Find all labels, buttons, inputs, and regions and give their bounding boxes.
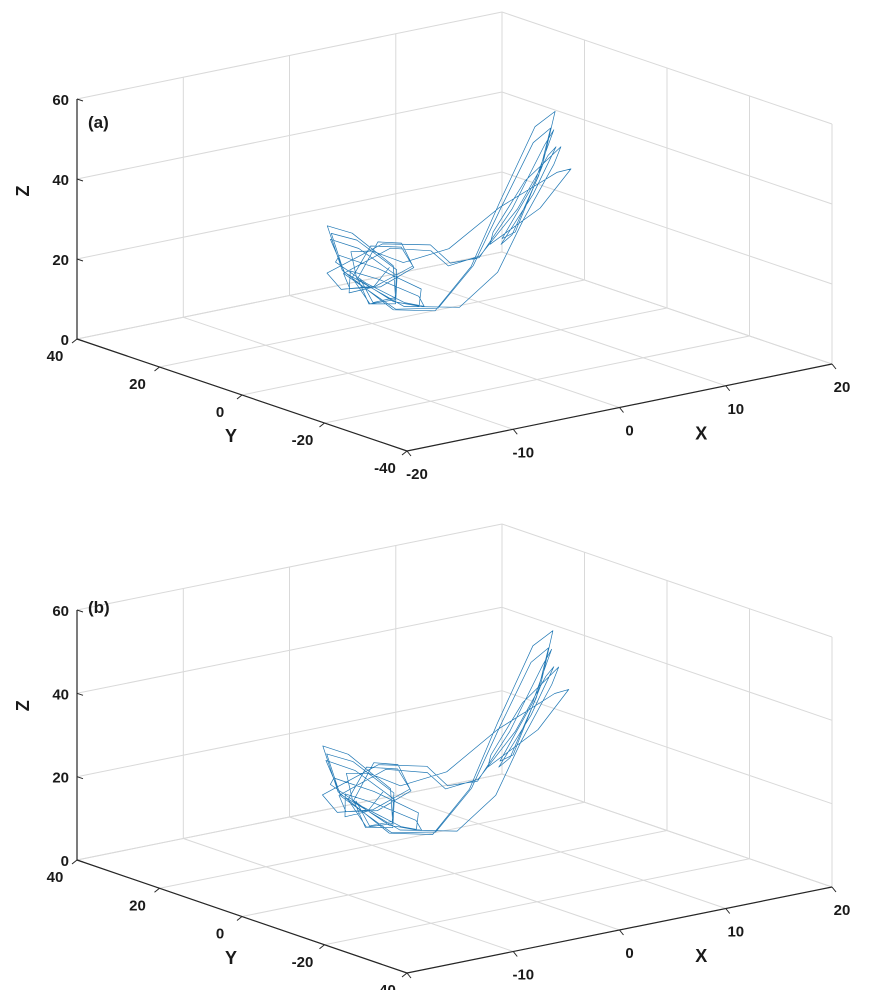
floor-gridline [241,830,668,917]
backwall-gridline [76,606,503,694]
x-tick-label: -10 [512,444,534,461]
sidewall-gridline [501,523,833,638]
x-tick-mark [619,407,624,413]
x-tick-mark [406,972,412,979]
z-tick-label: 20 [52,770,69,787]
z-tick-label: 60 [52,92,69,109]
x-axis-label: X [695,423,707,443]
y-tick-label: -20 [292,954,314,971]
z-tick-label: 40 [52,686,69,703]
y-tick-label: -20 [292,432,314,449]
floor-gridline [241,307,668,396]
backwall-gridline [76,171,503,260]
backwall-gridline [76,91,503,180]
sidewall-gridline [501,11,833,125]
backwall-gridline [76,773,503,861]
sidewall-gridline [501,91,833,205]
y-tick-label: 0 [216,926,224,943]
x-tick-label: 0 [625,423,633,440]
x-tick-mark [725,385,731,392]
x-tick-mark [619,929,624,936]
z-axis-label: Z [13,186,33,197]
z-tick-mark [76,609,84,613]
panel-label: (b) [88,598,110,617]
x-tick-mark [512,428,518,435]
x-tick-mark [831,363,837,370]
y-axis-label: Y [225,948,237,968]
z-tick-label: 0 [61,853,69,870]
y-tick-mark [401,972,408,978]
y-tick-mark [154,366,160,372]
y-tick-mark [236,394,243,400]
sidewall-gridline [501,606,833,721]
trajectory-series-line [326,111,572,312]
z-tick-label: 20 [52,252,69,269]
y-tick-mark [71,859,78,865]
y-tick-mark [319,422,325,428]
floor-gridline [324,858,750,946]
y-tick-label: 20 [129,376,146,393]
z-tick-mark [76,338,84,342]
x-tick-label: -10 [512,967,534,984]
y-tick-label: 0 [216,404,224,421]
z-tick-label: 40 [52,172,69,189]
x-axis-label: X [695,946,707,966]
x-tick-mark [512,951,518,957]
y-tick-mark [319,944,325,950]
sidewall-gridline [501,251,833,365]
y-tick-label: 40 [47,869,64,886]
panel-label: (a) [88,113,109,132]
floor-gridline [159,801,585,889]
y-tick-mark [71,338,78,344]
x-tick-label: 0 [625,945,633,962]
y-tick-label: 40 [47,348,64,365]
floor-gridline [324,335,750,424]
y-tick-mark [154,887,160,893]
sidewall-gridline [501,773,833,888]
backwall-gridline [76,251,503,340]
x-tick-label: -20 [406,466,428,483]
z-tick-mark [76,178,84,182]
z-tick-mark [76,98,84,102]
z-tick-mark [76,776,84,780]
y-tick-mark [236,916,243,921]
x-tick-label: 10 [727,924,744,941]
x-tick-label: 10 [727,401,744,418]
x-tick-label: -20 [406,988,428,990]
y-axis-label: Y [225,426,237,446]
z-tick-mark [76,859,84,863]
z-axis-label: Z [13,700,33,711]
y-tick-label: -40 [374,460,396,477]
x-tick-mark [831,886,837,893]
sidewall-gridline [501,171,833,285]
backwall-gridline [76,690,503,778]
z-tick-mark [76,692,84,696]
z-tick-label: 60 [52,603,69,620]
y-tick-mark [401,450,408,456]
y-tick-label: -40 [374,982,396,990]
backwall-gridline [76,11,503,100]
y-tick-label: 20 [129,897,146,914]
trajectory-series-line [322,630,570,835]
x-tick-mark [725,908,731,914]
z-tick-mark [76,258,84,262]
x-tick-mark [406,450,412,457]
sidewall-gridline [501,690,833,805]
z-tick-label: 0 [61,332,69,349]
x-tick-label: 20 [834,379,851,396]
backwall-gridline [76,523,503,611]
floor-gridline [159,279,585,368]
x-tick-label: 20 [834,902,851,919]
